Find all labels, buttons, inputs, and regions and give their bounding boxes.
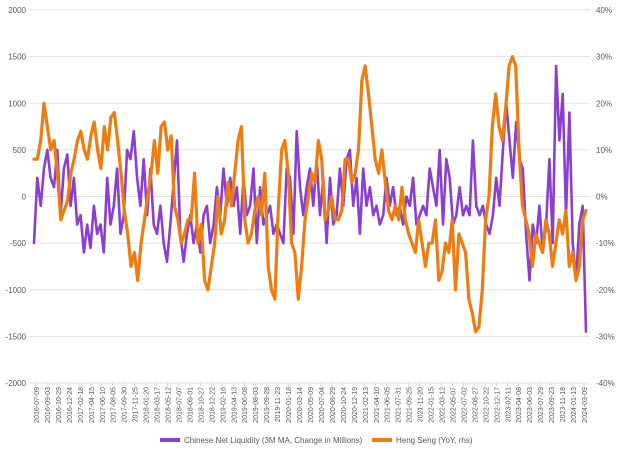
x-tick-label: 2016-10-29	[56, 387, 63, 423]
legend: Chinese Net Liquidity (3M MA, Change in …	[160, 436, 473, 445]
right-tick-label: 0%	[596, 193, 608, 202]
x-tick-label: 2023-07-29	[538, 387, 545, 423]
x-tick-label: 2021-04-10	[374, 387, 381, 423]
x-tick-label: 2018-12-22	[209, 387, 216, 423]
x-tick-label: 2021-06-05	[385, 387, 392, 423]
x-tick-label: 2023-09-23	[549, 387, 556, 423]
x-tick-label: 2020-01-18	[286, 387, 293, 423]
x-tick-label: 2020-12-19	[352, 387, 359, 423]
x-tick-label: 2019-11-23	[275, 387, 282, 422]
x-tick-label: 2019-08-03	[253, 387, 260, 423]
x-tick-label: 2020-07-04	[319, 387, 326, 423]
x-tick-label: 2017-11-25	[133, 387, 140, 422]
x-tick-label: 2018-09-01	[187, 387, 194, 423]
right-tick-label: -40%	[596, 379, 615, 388]
right-tick-label: -20%	[596, 286, 615, 295]
x-tick-label: 2017-06-10	[100, 387, 107, 423]
left-tick-label: -500	[10, 239, 27, 248]
x-tick-label: 2022-03-12	[440, 387, 447, 423]
right-tick-label: 30%	[596, 53, 612, 62]
x-tick-label: 2016-09-03	[45, 387, 52, 423]
series-line-liquidity	[32, 64, 588, 334]
right-tick-label: -10%	[596, 239, 615, 248]
x-tick-label: 2016-12-24	[67, 387, 74, 423]
x-tick-label: 2023-04-08	[516, 387, 523, 423]
right-tick-label: 10%	[596, 146, 612, 155]
x-tick-label: 2017-08-05	[111, 387, 118, 423]
x-tick-label: 2019-04-13	[231, 387, 238, 423]
x-tick-label: 2023-06-03	[527, 387, 534, 423]
x-tick-label: 2022-05-07	[450, 387, 457, 423]
right-tick-label: 40%	[596, 6, 612, 15]
x-tick-label: 2020-08-29	[330, 387, 337, 423]
x-tick-label: 2022-01-15	[429, 387, 436, 423]
left-tick-label: -1000	[6, 286, 27, 295]
right-tick-label: 20%	[596, 99, 612, 108]
x-tick-label: 2023-02-11	[505, 387, 512, 422]
right-tick-label: -30%	[596, 332, 615, 341]
x-tick-label: 2021-11-20	[418, 387, 425, 422]
left-tick-label: 1500	[8, 53, 26, 62]
x-tick-label: 2019-06-08	[242, 387, 249, 423]
x-tick-label: 2022-08-27	[472, 387, 479, 423]
legend-label-liquidity: Chinese Net Liquidity (3M MA, Change in …	[184, 436, 363, 445]
x-tick-label: 2017-09-30	[122, 387, 129, 423]
x-tick-label: 2023-11-18	[560, 387, 567, 422]
x-tick-label: 2017-02-18	[78, 387, 85, 423]
left-tick-label: -2000	[6, 379, 27, 388]
x-tick-label: 2016-07-09	[34, 387, 41, 423]
x-tick-label: 2020-05-09	[308, 387, 315, 423]
x-tick-label: 2017-04-15	[89, 387, 96, 423]
left-axis: 2000 1500 1000 500 0 -500 -1000 -1500 -2000	[6, 6, 27, 388]
x-tick-label: 2021-02-13	[363, 387, 370, 423]
x-tick-label: 2024-01-13	[571, 387, 578, 423]
x-tick-label: 2022-10-22	[483, 387, 490, 423]
legend-label-hang-seng: Heng Seng (YoY, rhs)	[396, 436, 473, 445]
x-tick-label: 2020-10-24	[341, 387, 348, 423]
right-axis: 40% 30% 20% 10% 0% -10% -20% -30% -40%	[596, 6, 615, 388]
x-tick-label: 2019-02-16	[220, 387, 227, 423]
x-tick-label: 2018-10-27	[198, 387, 205, 423]
x-tick-label: 2021-07-31	[396, 387, 403, 423]
x-tick-label: 2019-09-28	[264, 387, 271, 423]
x-tick-label: 2021-09-25	[407, 387, 414, 423]
left-tick-label: 500	[13, 146, 27, 155]
x-tick-label: 2018-05-12	[166, 387, 173, 423]
left-tick-label: -1500	[6, 332, 27, 341]
x-tick-label: 2022-07-02	[461, 387, 468, 423]
x-tick-label: 2020-03-14	[297, 387, 304, 423]
series-lines	[32, 54, 588, 334]
x-tick-label: 2024-03-09	[582, 387, 589, 423]
x-tick-label: 2018-01-20	[144, 387, 151, 423]
x-tick-label: 2018-07-07	[176, 387, 183, 423]
x-tick-label: 2022-12-17	[494, 387, 501, 423]
left-tick-label: 0	[22, 193, 27, 202]
x-tick-label: 2018-03-17	[155, 387, 162, 423]
left-tick-label: 1000	[8, 99, 26, 108]
x-axis: 2016-07-09 2016-09-03 2016-10-29 2016-12-24…	[34, 383, 589, 423]
series-line-hang-seng	[32, 54, 588, 334]
left-tick-label: 2000	[8, 6, 26, 15]
